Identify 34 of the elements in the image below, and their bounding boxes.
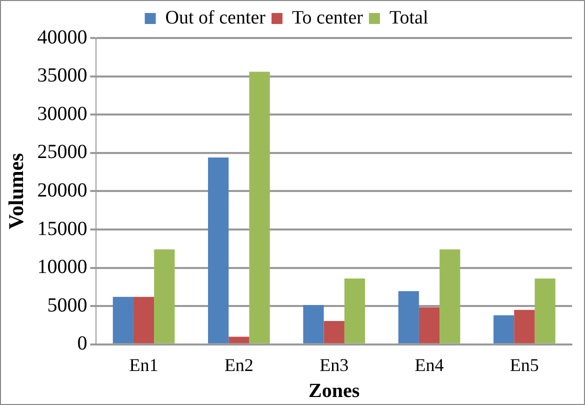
bar [249,72,270,344]
bar [514,310,535,344]
x-tick-label: En1 [129,354,158,375]
y-axis-title: Volumes [4,153,28,230]
y-tick-label: 20000 [37,179,88,202]
legend-label: Total [389,7,428,28]
x-tick-label: En3 [320,354,349,375]
x-tick-label: En4 [414,354,444,375]
y-tick-label: 40000 [37,26,88,48]
y-tick-label: 35000 [37,64,88,87]
bar [398,291,419,344]
bar [133,296,154,344]
x-tick-label: En2 [224,354,254,375]
bar [208,157,229,344]
bar [344,278,366,344]
y-tick-label: 30000 [37,102,88,125]
x-axis-title: Zones [308,380,360,402]
y-tick-label: 15000 [37,218,88,240]
x-tick-label: En5 [510,354,539,375]
bar [112,296,134,344]
bar [303,304,324,344]
bar [228,336,250,344]
y-tick-label: 0 [77,332,88,355]
bar [418,307,440,344]
y-tick-label: 10000 [37,256,88,278]
y-tick-label: 25000 [37,141,88,164]
legend-label: Out of center [165,7,266,28]
bar [534,278,556,344]
bar [154,249,175,344]
bar [493,315,514,344]
bar [440,249,460,344]
legend-label: To center [292,7,364,28]
bar [324,321,344,344]
y-tick-label: 5000 [47,294,88,316]
